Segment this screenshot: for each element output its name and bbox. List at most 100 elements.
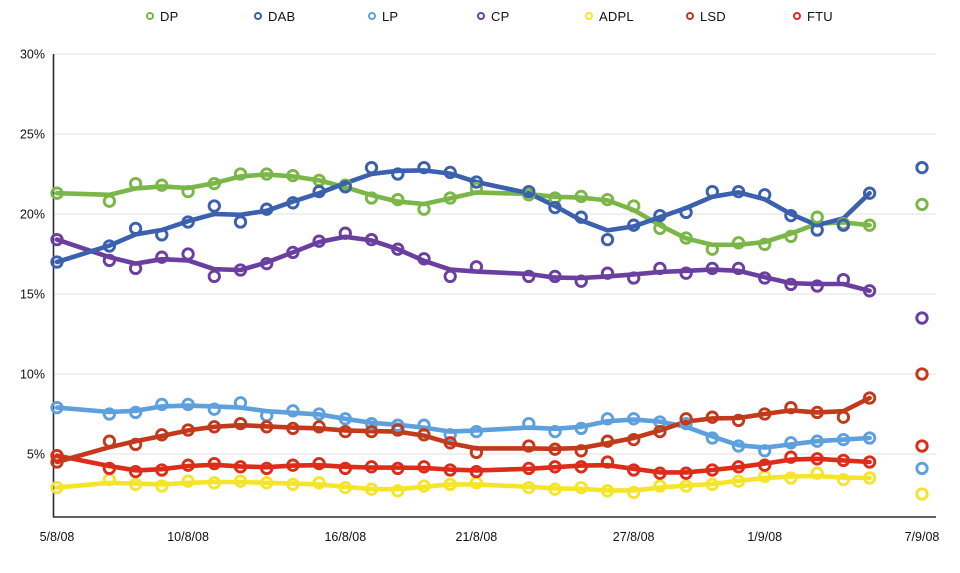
series-LSD-point xyxy=(679,412,693,426)
series-DP-point xyxy=(391,192,405,207)
series-CP-point xyxy=(443,269,457,284)
series-ADPL-point xyxy=(627,485,641,500)
series-FTU-point xyxy=(50,448,64,463)
legend-swatch-circle-icon xyxy=(585,12,593,20)
legend-swatch-circle-icon xyxy=(368,12,376,20)
series-CP-point xyxy=(102,253,117,268)
y-axis-label-5: 5% xyxy=(27,448,45,462)
series-LP-point xyxy=(758,444,772,458)
series-FTU-trendline xyxy=(54,453,872,475)
y-axis-label-10: 10% xyxy=(20,368,45,382)
series-LSD-point xyxy=(784,400,798,415)
series-FTU-point xyxy=(574,460,588,474)
series-DP-point xyxy=(653,221,667,236)
series-DP-point xyxy=(128,176,143,191)
series-CP-result-point xyxy=(915,311,929,325)
series-FTU-point xyxy=(181,458,195,472)
legend-item-DP: DP xyxy=(146,6,178,26)
series-CP-point xyxy=(627,271,641,285)
series-LP-point xyxy=(627,412,641,426)
series-LSD-point xyxy=(469,445,484,460)
series-ADPL-point xyxy=(233,474,248,488)
series-CP-point xyxy=(548,269,562,284)
legend-swatch-circle-icon xyxy=(254,12,262,20)
series-LSD-result-point xyxy=(915,367,929,381)
series-CP-point xyxy=(574,274,588,288)
series-DAB-point xyxy=(653,208,667,223)
series-CP-point xyxy=(810,279,824,293)
series-CP-point xyxy=(207,269,221,284)
series-ADPL-point xyxy=(548,482,562,496)
series-CP-point xyxy=(784,277,798,292)
series-FTU-point xyxy=(784,450,798,464)
legend-swatch-circle-icon xyxy=(477,12,485,20)
series-LSD-point xyxy=(600,434,615,448)
series-FTU-point xyxy=(338,461,352,476)
series-LSD-point xyxy=(522,439,536,453)
series-DP-point xyxy=(810,210,824,224)
series-DP-point xyxy=(50,186,64,200)
series-DP-point xyxy=(705,242,719,256)
series-DAB-point xyxy=(50,255,64,269)
series-ADPL-point xyxy=(574,480,588,495)
series-CP-point xyxy=(312,234,326,248)
series-LSD-point xyxy=(574,444,588,458)
series-LSD-point xyxy=(260,420,274,434)
series-DP-trendline xyxy=(54,172,872,248)
series-FTU-point xyxy=(469,464,484,479)
series-DP-point xyxy=(364,191,379,205)
series-LSD-point xyxy=(364,424,379,439)
legend-swatch-circle-icon xyxy=(793,12,801,20)
series-DAB-result-point xyxy=(915,160,929,175)
series-DAB-point xyxy=(286,196,300,210)
series-CP-point xyxy=(260,256,274,271)
series-LP-point xyxy=(102,407,117,421)
series-DAB-point xyxy=(338,180,352,194)
series-DAB-point xyxy=(102,239,117,253)
series-LSD-point xyxy=(286,421,300,436)
series-LP-point xyxy=(338,412,352,426)
series-FTU-point xyxy=(233,460,248,474)
series-LSD-point xyxy=(731,413,746,428)
series-LP-result-point xyxy=(915,461,929,476)
series-LSD-point xyxy=(705,410,719,424)
series-LP-point xyxy=(128,405,143,420)
series-DAB-point xyxy=(862,186,877,200)
series-LP-point xyxy=(574,421,588,436)
legend-item-ADPL: ADPL xyxy=(585,6,634,26)
series-DP-point xyxy=(627,199,641,213)
legend-item-DAB: DAB xyxy=(254,6,295,26)
series-DP-point xyxy=(102,194,117,208)
series-LP-point xyxy=(469,424,484,439)
series-LSD-point xyxy=(233,416,248,431)
series-LSD-point xyxy=(50,455,64,469)
series-LP-point xyxy=(443,428,457,442)
series-DAB-point xyxy=(627,218,641,232)
series-LP-point xyxy=(705,431,719,445)
y-axis-label-25: 25% xyxy=(20,128,45,142)
series-FTU-point xyxy=(102,461,117,476)
series-DAB-point xyxy=(391,167,405,181)
series-CP-point xyxy=(653,261,667,276)
series-LP-point xyxy=(233,396,248,410)
series-ADPL-result-point xyxy=(915,487,929,501)
series-CP-point xyxy=(679,266,693,280)
legend-item-FTU: FTU xyxy=(793,6,833,26)
series-FTU-point xyxy=(443,463,457,477)
series-CP-point xyxy=(600,266,615,280)
series-DP-point xyxy=(286,168,300,183)
series-ADPL-point xyxy=(836,472,851,487)
series-DP-result-point xyxy=(915,197,929,212)
series-ADPL-point xyxy=(653,479,667,493)
series-LSD-point xyxy=(758,407,772,421)
series-DAB-point xyxy=(731,184,746,199)
series-CP-point xyxy=(862,284,877,298)
series-CP-point xyxy=(469,260,484,274)
series-DAB-point xyxy=(312,184,326,199)
series-FTU-point xyxy=(312,456,326,471)
series-CP-point xyxy=(731,261,746,276)
series-FTU-point xyxy=(705,463,719,477)
series-DAB-point xyxy=(784,208,798,223)
series-CP-point xyxy=(50,232,64,247)
